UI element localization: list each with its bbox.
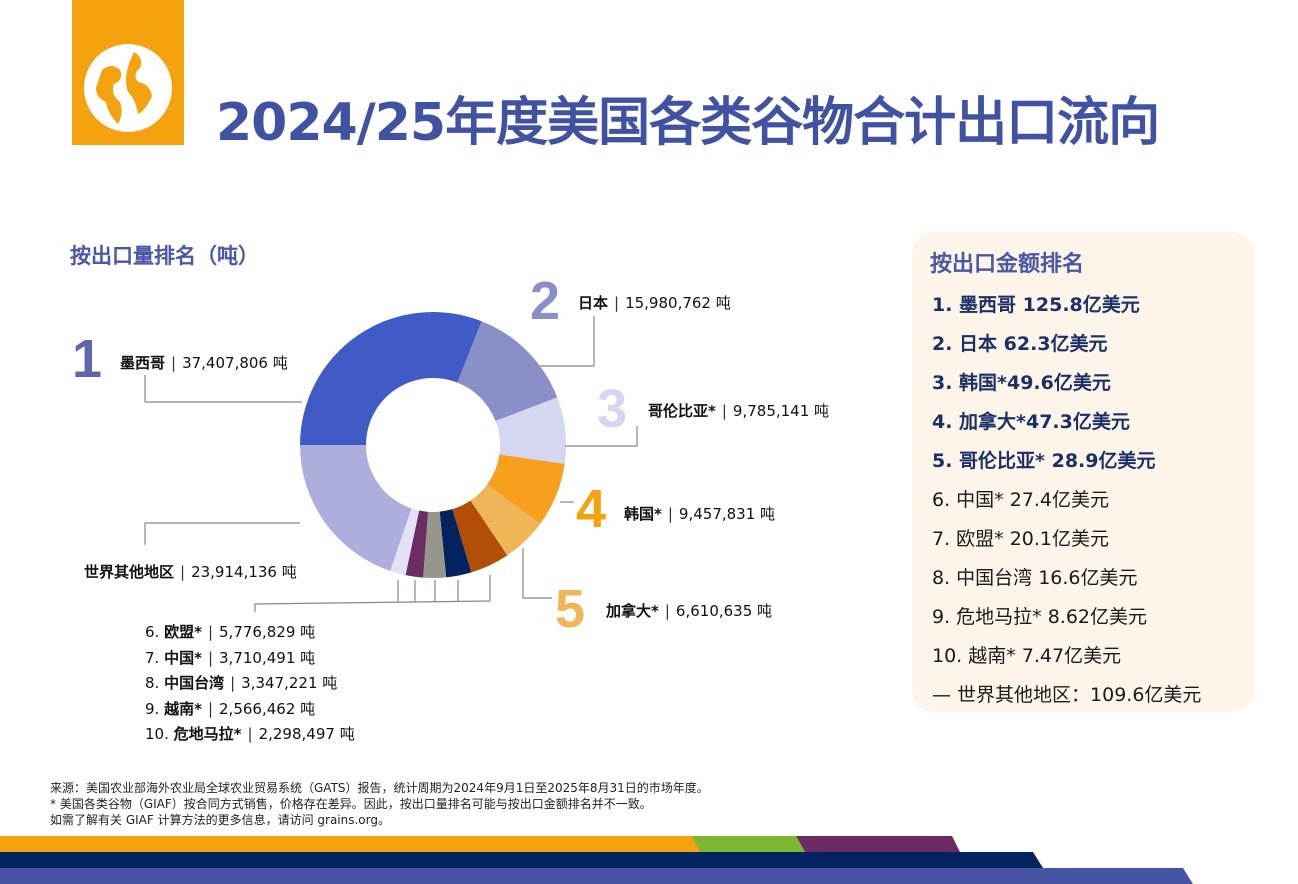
value-rank-item: — 世界其他地区：109.6亿美元 (932, 684, 1202, 706)
stripe-orange (0, 836, 708, 852)
donut-slice-11 (300, 445, 412, 571)
value-rank-item: 10. 越南* 7.47亿美元 (932, 645, 1122, 667)
stripe-blue (0, 868, 1193, 884)
globe-icon (84, 44, 172, 132)
rank-1: 1 (72, 329, 103, 389)
page-title: 2024/25年度美国各类谷物合计出口流向 (216, 93, 1160, 153)
value-rank-item: 3. 韩国*49.6亿美元 (932, 372, 1111, 394)
value-rank-item: 7. 欧盟* 20.1亿美元 (932, 528, 1110, 550)
donut-slice-6 (452, 500, 508, 573)
footer-notes: 来源：美国农业部海外农业局全球农业贸易系统（GATS）报告，统计周期为2024年… (50, 780, 709, 828)
label-eu: 6. 欧盟* | 5,776,829 吨 (145, 623, 316, 641)
label-mexico: 墨西哥 | 37,407,806 吨 (120, 354, 288, 372)
donut-slice-1 (300, 312, 482, 445)
value-rank-item: 4. 加拿大*47.3亿美元 (932, 411, 1130, 433)
stripe-navy (0, 852, 1043, 868)
value-rank-item: 2. 日本 62.3亿美元 (932, 333, 1108, 355)
more-info-note: 如需了解有关 GIAF 计算方法的更多信息，请访问 grains.org。 (50, 813, 390, 827)
donut-slice-2 (457, 321, 558, 422)
label-rest-of-world: 世界其他地区 | 23,914,136 吨 (84, 563, 297, 581)
stripe-green (692, 836, 805, 852)
leader-lines (144, 316, 638, 612)
chart-heading: 按出口量排名（吨） (70, 244, 259, 268)
value-rank-item: 8. 中国台湾 16.6亿美元 (932, 567, 1138, 589)
panel-title: 按出口金额排名 (930, 252, 1085, 277)
value-rank-item: 9. 危地马拉* 8.62亿美元 (932, 606, 1148, 628)
label-guatemala: 10. 危地马拉* | 2,298,497 吨 (145, 725, 355, 743)
donut-slice-7 (439, 509, 472, 578)
label-vietnam: 9. 越南* | 2,566,462 吨 (145, 699, 316, 718)
rank-2: 2 (530, 271, 561, 331)
small-exporters-list: 6. 欧盟* | 5,776,829 吨 7. 中国* | 3,710,491 吨 8.… (145, 620, 355, 748)
source-note: 来源：美国农业部海外农业局全球农业贸易系统（GATS）报告，统计周期为2024年… (50, 781, 709, 795)
value-rank-item: 1. 墨西哥 125.8亿美元 (932, 294, 1140, 316)
donut-slice-8 (423, 511, 447, 578)
logo (72, 0, 184, 145)
decorative-stripes (0, 836, 1193, 884)
label-colombia: 哥伦比亚* | 9,785,141 吨 (648, 402, 830, 420)
rank-5: 5 (555, 579, 586, 639)
rank-4: 4 (576, 479, 607, 539)
donut-slice-10 (390, 508, 420, 576)
donut-slice-5 (470, 484, 541, 556)
asterisk-note: * 美国各类谷物（GIAF）按合同方式销售，价格存在差异。因此，按出口量排名可能… (50, 797, 652, 811)
label-china: 7. 中国* | 3,710,491 吨 (145, 648, 316, 667)
donut-slice-9 (405, 510, 429, 578)
value-rank-item: 5. 哥伦比亚* 28.9亿美元 (932, 450, 1156, 472)
stripe-purple (796, 836, 960, 852)
value-rank-item: 6. 中国* 27.4亿美元 (932, 489, 1110, 511)
rank-3: 3 (597, 379, 628, 439)
value-ranking-panel: 按出口金额排名 1. 墨西哥 125.8亿美元 2. 日本 62.3亿美元 3. 韩… (912, 232, 1254, 712)
label-canada: 加拿大* | 6,610,635 吨 (606, 602, 773, 620)
label-korea: 韩国* | 9,457,831 吨 (624, 505, 776, 523)
label-japan: 日本 | 15,980,762 吨 (578, 294, 731, 312)
label-taiwan: 8. 中国台湾 | 3,347,221 吨 (145, 674, 338, 692)
donut-slice-3 (495, 397, 566, 464)
donut-slice-4 (486, 454, 565, 524)
